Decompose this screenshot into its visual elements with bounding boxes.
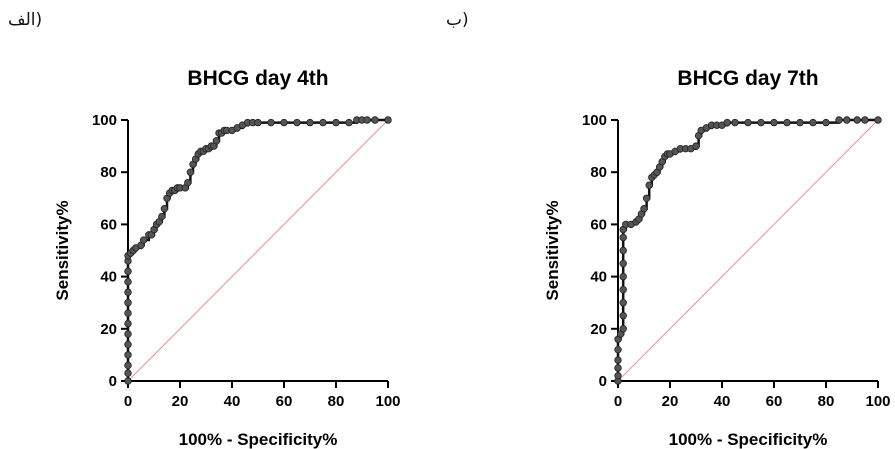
y-tick-label: 20: [100, 321, 117, 338]
reference-diagonal-line: [617, 119, 879, 382]
roc-point: [757, 118, 765, 127]
roc-point: [124, 319, 132, 328]
roc-point: [363, 116, 371, 124]
roc-point: [371, 116, 379, 124]
y-tick-label: 0: [599, 373, 607, 390]
reference-diagonal-line: [127, 119, 389, 382]
roc-point: [640, 205, 648, 213]
roc-point: [212, 137, 221, 145]
roc-point: [124, 309, 132, 317]
y-tick-label: 40: [590, 269, 607, 286]
roc-point: [731, 118, 739, 127]
roc-point: [267, 118, 275, 127]
y-axis-label: Sensitivity%: [53, 200, 72, 300]
x-tick-label: 60: [766, 393, 783, 410]
roc-point: [124, 369, 132, 377]
roc-point: [384, 116, 392, 124]
roc-point: [619, 259, 627, 268]
roc-point: [861, 116, 869, 124]
roc-point: [809, 118, 817, 127]
roc-point: [744, 118, 752, 127]
roc-point: [124, 267, 132, 276]
roc-point: [160, 205, 169, 213]
roc-point: [619, 246, 627, 255]
roc-point: [124, 330, 132, 338]
roc-point: [614, 372, 622, 380]
roc-point: [124, 278, 132, 286]
y-tick-label: 100: [582, 112, 607, 129]
x-tick-label: 20: [662, 393, 679, 410]
roc-point: [770, 118, 778, 127]
x-tick-label: 100: [375, 393, 400, 410]
roc-point: [645, 181, 653, 189]
panel-label-b: (ب: [446, 10, 469, 30]
x-tick-label: 0: [614, 393, 622, 410]
panel-label-a: (الف: [8, 10, 43, 30]
roc-chart-day-7: BHCG day 7th 0 20 40 60 80 100 0 20 40 60 80 100 100%…: [543, 67, 891, 449]
roc-point: [345, 118, 353, 127]
chart-title: BHCG day 4th: [187, 67, 328, 90]
x-tick-label: 40: [224, 393, 241, 410]
x-axis-label: 100% - Specificity%: [179, 430, 338, 449]
y-tick-label: 80: [590, 164, 607, 181]
roc-point: [319, 118, 327, 127]
roc-point: [642, 194, 651, 202]
roc-point: [783, 118, 791, 127]
roc-point: [619, 312, 627, 320]
chart-title: BHCG day 7th: [677, 67, 818, 90]
roc-point: [619, 325, 627, 333]
roc-point: [723, 118, 731, 127]
roc-point: [124, 288, 132, 296]
x-tick-label: 80: [328, 393, 345, 410]
roc-point: [332, 118, 340, 127]
x-tick-label: 100: [865, 393, 890, 410]
roc-point: [124, 340, 132, 349]
roc-point: [692, 142, 700, 150]
roc-point: [614, 364, 622, 372]
roc-point: [186, 168, 195, 176]
x-tick-label: 20: [172, 393, 189, 410]
y-tick-label: 20: [590, 321, 607, 338]
y-tick-label: 60: [590, 216, 607, 233]
x-tick-label: 80: [818, 393, 835, 410]
roc-point: [853, 116, 861, 124]
x-tick-label: 60: [276, 393, 293, 410]
y-tick-label: 40: [100, 269, 117, 286]
roc-chart-day-4: BHCG day 4th 0 20 40 60 80 100 0 20 40 60 80 100 100%…: [53, 67, 401, 449]
roc-point: [619, 272, 627, 281]
y-axis-label: Sensitivity%: [543, 200, 562, 300]
roc-point: [293, 118, 301, 127]
roc-point: [874, 116, 882, 124]
x-axis-label: 100% - Specificity%: [669, 430, 828, 449]
roc-point: [843, 116, 851, 124]
y-tick-label: 100: [92, 112, 117, 129]
y-tick-label: 60: [100, 216, 117, 233]
roc-point: [619, 233, 627, 242]
x-tick-label: 40: [714, 393, 731, 410]
roc-point: [822, 118, 830, 127]
roc-point: [158, 212, 166, 221]
roc-point: [614, 345, 622, 354]
y-tick-label: 80: [100, 164, 117, 181]
roc-point: [796, 118, 804, 127]
roc-point: [139, 236, 148, 244]
roc-point: [280, 118, 288, 127]
roc-point: [124, 377, 132, 385]
x-tick-label: 0: [124, 393, 132, 410]
roc-point: [835, 116, 843, 124]
roc-point: [614, 356, 622, 364]
roc-point: [124, 351, 132, 359]
roc-point: [619, 285, 627, 294]
roc-point: [124, 361, 132, 370]
roc-point: [124, 299, 132, 307]
roc-point: [184, 178, 192, 187]
roc-point: [254, 118, 262, 127]
roc-point: [306, 118, 314, 127]
roc-point: [619, 299, 627, 307]
y-tick-label: 0: [109, 373, 117, 390]
